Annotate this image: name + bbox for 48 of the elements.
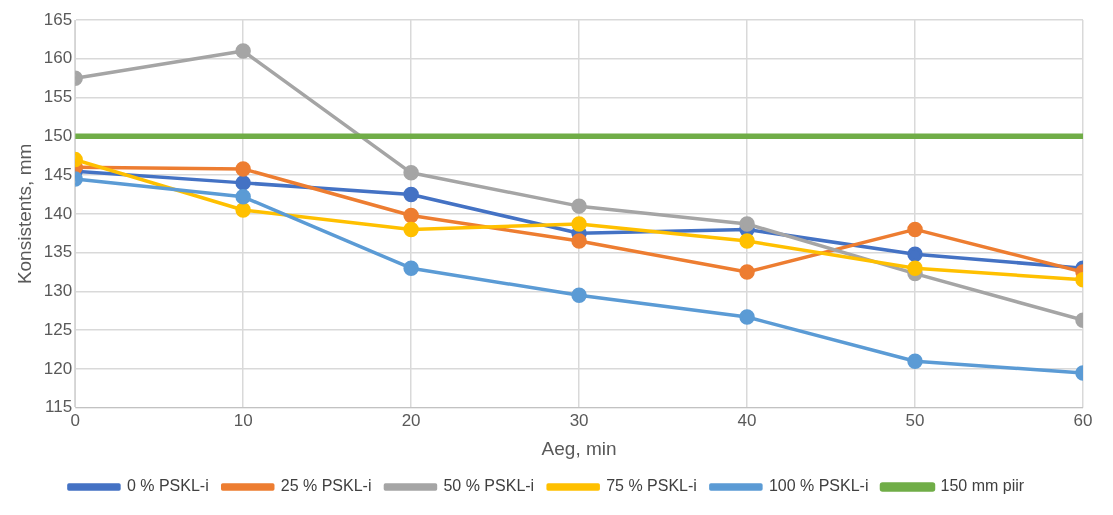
y-tick-label: 115 bbox=[45, 397, 73, 417]
point bbox=[571, 216, 587, 232]
point bbox=[739, 233, 755, 249]
point bbox=[403, 186, 419, 203]
y-tick-label: 130 bbox=[43, 281, 73, 301]
x-tick-label: 60 bbox=[1073, 410, 1093, 430]
x-tick-label: 20 bbox=[401, 410, 421, 430]
y-tick-label: 140 bbox=[43, 203, 73, 223]
point bbox=[235, 175, 251, 191]
x-tick-label: 10 bbox=[233, 410, 253, 430]
point bbox=[235, 161, 251, 177]
y-tick-label: 145 bbox=[43, 164, 73, 184]
x-tick-label: 0 bbox=[70, 410, 80, 430]
point bbox=[235, 43, 251, 59]
point bbox=[907, 246, 923, 262]
point bbox=[403, 260, 419, 276]
point bbox=[571, 233, 587, 249]
y-tick-label: 135 bbox=[43, 242, 73, 262]
x-tick-label: 30 bbox=[569, 410, 589, 430]
x-axis-title: Aeg, min bbox=[541, 437, 617, 459]
y-tick-label: 155 bbox=[43, 87, 73, 107]
point bbox=[235, 202, 251, 218]
point bbox=[403, 165, 419, 181]
x-tick-label: 40 bbox=[737, 410, 757, 430]
point bbox=[403, 207, 419, 224]
y-tick-label: 125 bbox=[43, 319, 73, 339]
point bbox=[739, 216, 755, 232]
legend-label: 150 mm piir bbox=[940, 477, 1025, 495]
point bbox=[571, 287, 587, 304]
point bbox=[907, 260, 923, 276]
point bbox=[571, 198, 587, 214]
x-tick-label: 50 bbox=[905, 410, 925, 430]
legend-label: 100 % PSKL-i bbox=[768, 477, 869, 495]
point bbox=[235, 189, 251, 205]
y-tick-label: 120 bbox=[43, 358, 73, 378]
legend-label: 0 % PSKL-i bbox=[126, 477, 209, 495]
point bbox=[907, 353, 923, 370]
legend-label: 50 % PSKL-i bbox=[443, 477, 535, 495]
legend-label: 75 % PSKL-i bbox=[606, 477, 697, 495]
y-axis-title: Konsistents, mm bbox=[13, 143, 35, 285]
y-tick-label: 150 bbox=[43, 126, 73, 146]
point bbox=[739, 264, 755, 280]
point bbox=[739, 309, 755, 325]
legend-label: 25 % PSKL-i bbox=[280, 477, 372, 495]
point bbox=[907, 221, 923, 238]
point bbox=[403, 221, 419, 238]
y-tick-label: 160 bbox=[43, 48, 73, 68]
y-tick-label: 165 bbox=[43, 9, 73, 29]
